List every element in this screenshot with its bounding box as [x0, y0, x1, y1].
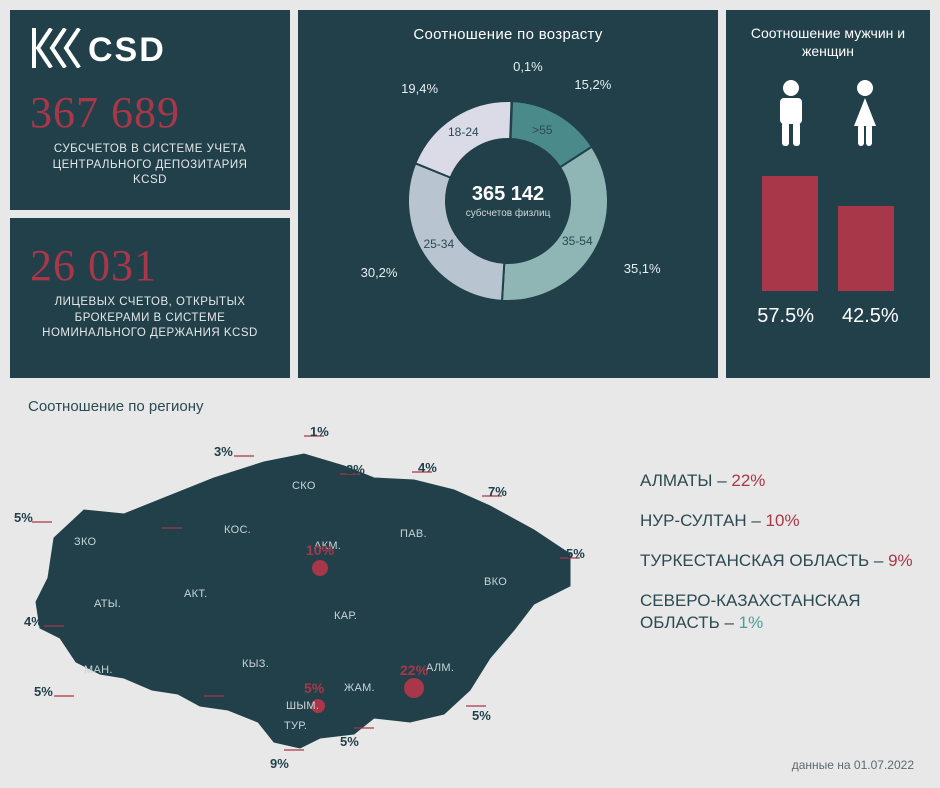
region-label: АЛМ. [426, 662, 454, 674]
map-hotspot-dot [312, 560, 328, 576]
map-callout-pct: 1% [310, 424, 329, 439]
gender-bars [726, 171, 930, 291]
donut-center-value: 365 142 [466, 183, 551, 206]
panel-logo-stat1: CSD 367 689 СУБСЧЕТОВ В СИСТЕМЕ УЧЕТА ЦЕ… [10, 10, 290, 210]
donut-center: 365 142 субсчетов физлиц [466, 183, 551, 219]
brand-logo: CSD [10, 10, 290, 81]
stat1-caption: СУБСЧЕТОВ В СИСТЕМЕ УЧЕТА ЦЕНТРАЛЬНОГО Д… [10, 138, 290, 189]
kcsd-logo-icon [30, 28, 82, 73]
donut-title: Соотношение по возрасту [298, 10, 718, 43]
rank-row: СЕВЕРО-КАЗАХСТАНСКАЯ ОБЛАСТЬ – 1% [640, 590, 920, 634]
brand-name: CSD [88, 31, 166, 70]
region-label: КЫЗ. [242, 658, 269, 670]
region-label: ПАВ. [400, 528, 427, 540]
stat2-caption: ЛИЦЕВЫХ СЧЕТОВ, ОТКРЫТЫХ БРОКЕРАМИ В СИС… [10, 291, 290, 342]
donut-pct-label: 0,1% [513, 59, 543, 74]
female-icon [842, 78, 888, 153]
rank-list: АЛМАТЫ – 22% НУР-СУЛТАН – 10% ТУРКЕСТАНСКА… [640, 470, 920, 652]
panel-gender: Соотношение мужчин и женщин 57.5% 42.5% [726, 10, 930, 378]
donut-range-label: 25-34 [423, 237, 454, 251]
region-label: АКТ. [184, 588, 208, 600]
gender-percent-row: 57.5% 42.5% [726, 305, 930, 328]
rank-pct: 9% [888, 551, 913, 570]
region-label: ЖАМ. [344, 682, 375, 694]
rank-pct: 1% [739, 613, 764, 632]
rank-pct: 22% [731, 471, 765, 490]
region-label: ШЫМ. [286, 700, 319, 712]
region-label: ВКО [484, 576, 507, 588]
panel-stat2: 26 031 ЛИЦЕВЫХ СЧЕТОВ, ОТКРЫТЫХ БРОКЕРАМ… [10, 218, 290, 378]
map-callout-pct: 4% [418, 460, 437, 475]
donut-segment [502, 147, 608, 301]
map-callout-pct: 4% [24, 614, 43, 629]
region-label: КОС. [224, 524, 251, 536]
donut-center-caption: субсчетов физлиц [466, 208, 551, 219]
rank-name: ТУРКЕСТАНСКАЯ ОБЛАСТЬ – [640, 551, 888, 570]
male-percent: 57.5% [757, 305, 814, 328]
rank-pct: 10% [766, 511, 800, 530]
map-callout-pct: 4% [184, 684, 203, 699]
map-callout-pct: 5% [472, 708, 491, 723]
rank-name: НУР-СУЛТАН – [640, 511, 766, 530]
donut-range-label: 18-24 [448, 125, 479, 139]
donut-pct-label: 30,2% [361, 265, 398, 280]
female-bar [838, 206, 894, 291]
rank-row: ТУРКЕСТАНСКАЯ ОБЛАСТЬ – 9% [640, 550, 920, 572]
map-region: СКОКОС.АКМ.ПАВ.ЗКОАТЫ.АКТ.КАР.ВКОМАН.КЫЗ… [14, 418, 604, 758]
rank-row: АЛМАТЫ – 22% [640, 470, 920, 492]
donut-pct-label: 15,2% [574, 77, 611, 92]
map-callout-pct: 5% [14, 510, 33, 525]
donut-range-label: 35-54 [562, 234, 593, 248]
male-icon [768, 78, 814, 153]
panel-age-donut: Соотношение по возрасту 365 142 субсчето… [298, 10, 718, 378]
donut-pct-label: 35,1% [624, 261, 661, 276]
donut-segment [415, 101, 511, 178]
map-hotspot-pct: 5% [304, 680, 324, 696]
region-label: АТЫ. [94, 598, 121, 610]
map-hotspot-pct: 10% [306, 542, 334, 558]
map-callout-pct: 7% [488, 484, 507, 499]
region-label: ТУР. [284, 720, 307, 732]
rank-name: АЛМАТЫ – [640, 471, 731, 490]
region-label: КАР. [334, 610, 357, 622]
date-note: данные на 01.07.2022 [792, 758, 914, 772]
stat1-value: 367 689 [10, 81, 290, 138]
map-callout-pct: 5% [566, 546, 585, 561]
region-label: СКО [292, 480, 316, 492]
donut-pct-label: 19,4% [401, 81, 438, 96]
donut-chart: 365 142 субсчетов физлиц [388, 81, 628, 321]
map-hotspot-dot [404, 678, 424, 698]
gender-title: Соотношение мужчин и женщин [726, 10, 930, 60]
male-bar [762, 176, 818, 291]
map-callout-pct: 5% [340, 734, 359, 749]
map-callout-pct: 9% [270, 756, 289, 771]
region-label: МАН. [84, 664, 113, 676]
gender-icons [726, 78, 930, 153]
female-percent: 42.5% [842, 305, 899, 328]
map-title: Соотношение по региону [28, 398, 204, 415]
map-callout-pct: 5% [34, 684, 53, 699]
map-callout-pct: 3% [214, 444, 233, 459]
map-callout-pct: 4% [142, 516, 161, 531]
stat2-value: 26 031 [10, 218, 290, 291]
region-label: ЗКО [74, 536, 96, 548]
rank-row: НУР-СУЛТАН – 10% [640, 510, 920, 532]
donut-range-label: >55 [532, 123, 552, 137]
map-callout-pct: 2% [346, 462, 365, 477]
map-hotspot-pct: 22% [400, 662, 428, 678]
